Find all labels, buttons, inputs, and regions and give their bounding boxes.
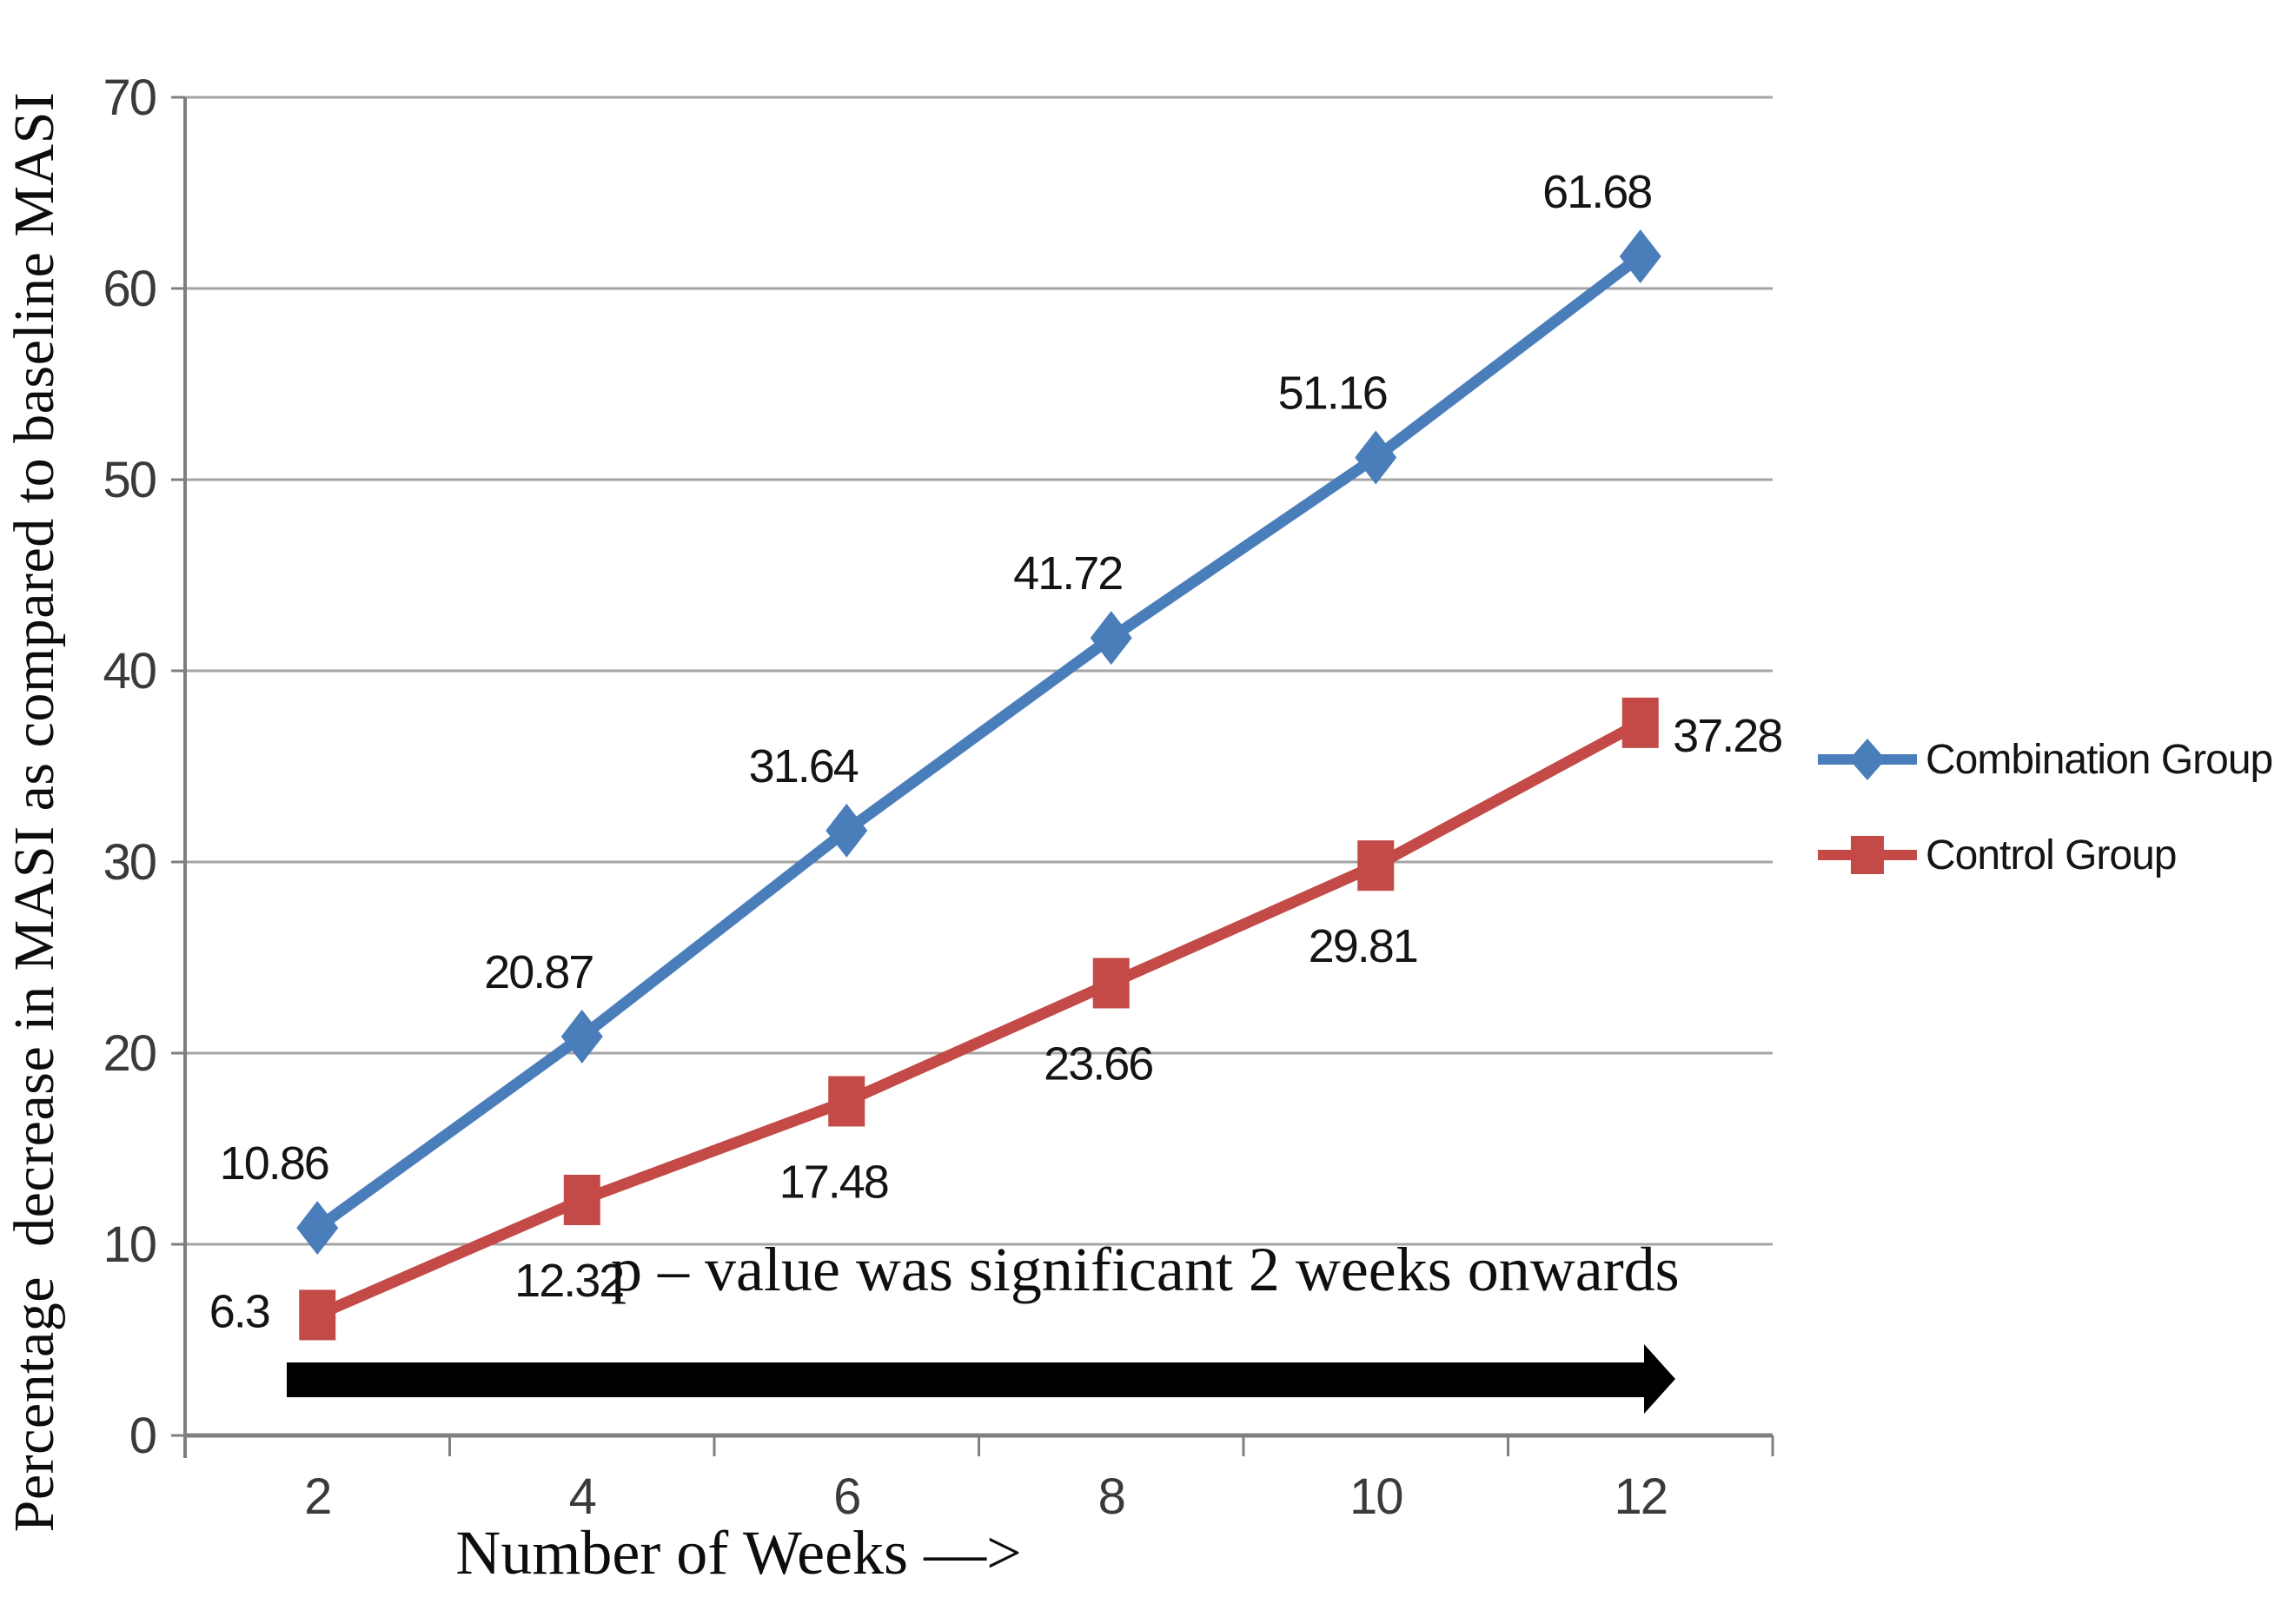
data-point-marker-control-group bbox=[563, 1174, 600, 1225]
x-tick-label: 12 bbox=[1614, 1468, 1667, 1525]
data-point-marker-control-group bbox=[1357, 840, 1395, 892]
y-tick-label: 0 bbox=[129, 1408, 156, 1464]
data-label-control-group: 12.32 bbox=[514, 1255, 623, 1307]
data-label-combination-group: 31.64 bbox=[749, 740, 859, 792]
data-point-marker-combination-group bbox=[1619, 229, 1661, 284]
data-point-marker-combination-group bbox=[1090, 611, 1132, 666]
data-label-control-group: 23.66 bbox=[1044, 1037, 1152, 1090]
data-label-control-group: 37.28 bbox=[1673, 710, 1781, 762]
y-tick-label: 50 bbox=[103, 452, 156, 508]
x-tick-label: 4 bbox=[569, 1468, 596, 1525]
x-tick-label: 10 bbox=[1349, 1468, 1402, 1525]
data-point-marker-combination-group bbox=[296, 1201, 339, 1256]
legend-label-combination-group: Combination Group bbox=[1926, 736, 2273, 783]
y-tick-label: 10 bbox=[103, 1216, 156, 1273]
data-label-combination-group: 20.87 bbox=[484, 946, 593, 998]
data-label-control-group: 6.3 bbox=[209, 1285, 269, 1337]
data-label-combination-group: 10.86 bbox=[220, 1137, 328, 1190]
x-axis-title: Number of Weeks —> bbox=[455, 1518, 1022, 1588]
legend-item-combination-group: Combination Group bbox=[1816, 732, 2273, 787]
data-point-marker-control-group bbox=[299, 1289, 336, 1341]
series-line-combination-group bbox=[314, 251, 1644, 1233]
y-tick-label: 20 bbox=[103, 1025, 156, 1082]
data-point-marker-control-group bbox=[1621, 697, 1659, 748]
legend-item-control-group: Control Group bbox=[1816, 827, 2272, 883]
data-point-marker-combination-group bbox=[560, 1009, 603, 1064]
data-label-combination-group: 61.68 bbox=[1542, 166, 1651, 218]
data-label-combination-group: 41.72 bbox=[1013, 547, 1122, 600]
p-value-annotation: p – value was significant 2 weeks onward… bbox=[611, 1235, 1680, 1304]
x-tick-label: 6 bbox=[833, 1468, 859, 1525]
legend-label-control-group: Control Group bbox=[1926, 832, 2177, 878]
significance-arrow bbox=[287, 1344, 1675, 1414]
y-tick-label: 60 bbox=[103, 261, 156, 317]
data-label-control-group: 29.81 bbox=[1309, 920, 1417, 972]
data-point-marker-combination-group bbox=[826, 803, 868, 858]
y-tick-label: 70 bbox=[103, 70, 156, 126]
diamond-marker-icon bbox=[1818, 739, 1917, 780]
y-tick-label: 30 bbox=[103, 834, 156, 891]
legend: Combination Group Control Group bbox=[1816, 732, 2273, 883]
x-tick-label: 8 bbox=[1098, 1468, 1124, 1525]
square-marker-icon bbox=[1818, 836, 1917, 874]
y-tick-label: 40 bbox=[103, 643, 156, 699]
data-label-combination-group: 51.16 bbox=[1278, 367, 1387, 419]
data-label-control-group: 17.48 bbox=[779, 1156, 888, 1208]
data-point-marker-combination-group bbox=[1355, 430, 1397, 485]
series-line-control-group bbox=[315, 718, 1643, 1321]
x-tick-label: 2 bbox=[304, 1468, 330, 1525]
data-point-marker-control-group bbox=[1092, 958, 1130, 1009]
data-point-marker-control-group bbox=[828, 1076, 865, 1127]
